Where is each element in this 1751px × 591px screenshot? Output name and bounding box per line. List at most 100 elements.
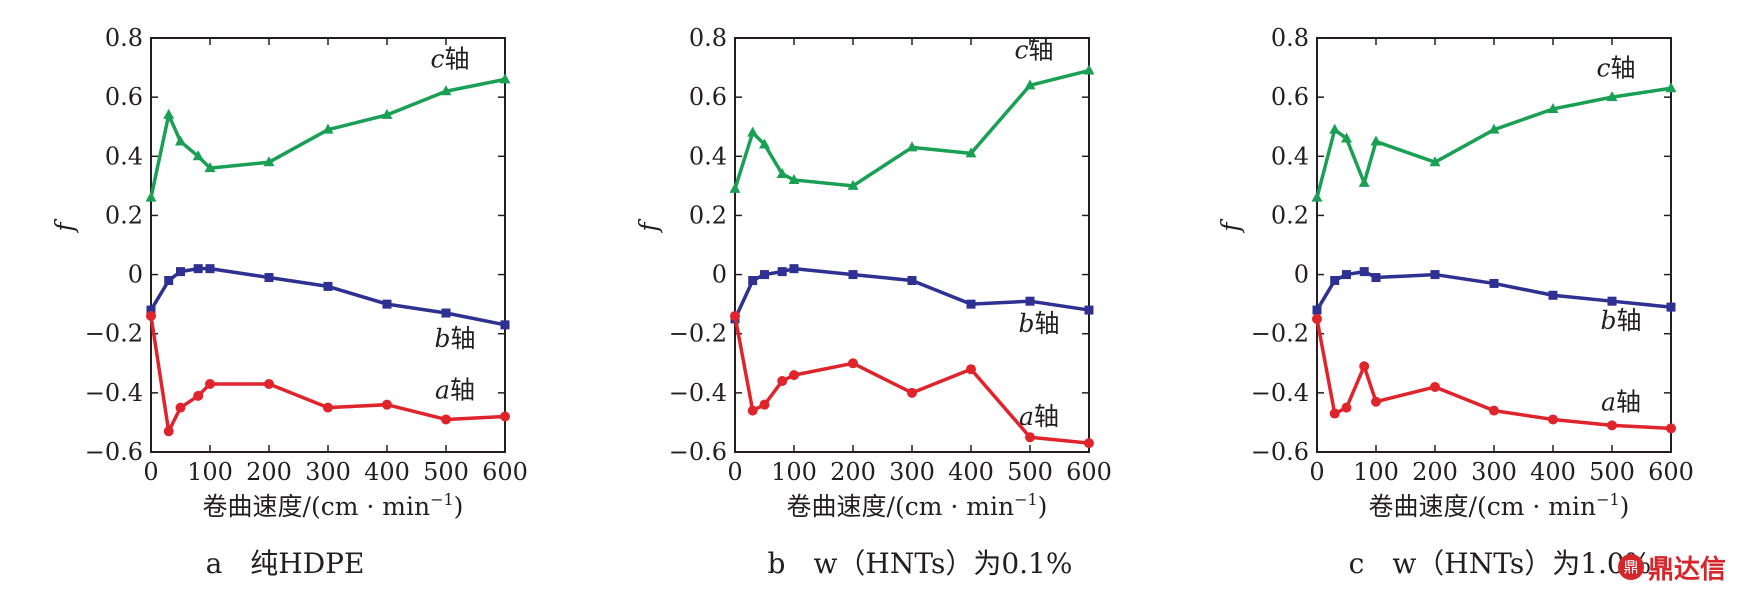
y-tick-label: 0.4	[689, 142, 727, 170]
data-point-triangle	[776, 168, 788, 179]
data-point-circle	[789, 370, 799, 381]
data-point-circle	[1025, 432, 1035, 443]
data-point-circle	[146, 310, 156, 321]
y-tick-label: 0.2	[689, 201, 727, 229]
data-point-triangle	[965, 147, 977, 158]
data-point-square	[777, 267, 787, 277]
series-line-circle	[733, 315, 1090, 445]
data-point-square	[1084, 305, 1094, 315]
y-tick-label: −0.6	[1251, 438, 1309, 466]
dingdaxin-logo-icon: 鼎	[1618, 554, 1644, 580]
data-point-square	[966, 299, 976, 309]
watermark-text: 鼎达信	[1648, 554, 1727, 585]
data-point-triangle	[440, 85, 452, 96]
x-tick-label: 600	[1648, 458, 1694, 486]
data-point-circle	[907, 387, 917, 398]
data-point-triangle	[381, 108, 393, 119]
x-tick-label: 300	[305, 458, 351, 486]
series-label: b轴	[1600, 306, 1641, 335]
data-point-triangle	[759, 138, 770, 149]
data-point-circle	[1312, 313, 1322, 324]
y-tick-label: 0.8	[689, 24, 727, 52]
series-label: a轴	[435, 376, 475, 405]
data-point-triangle	[263, 156, 275, 167]
data-point-circle	[747, 405, 758, 416]
x-tick-label: 400	[1530, 458, 1576, 486]
y-tick-label: −0.2	[669, 320, 727, 348]
data-point-square	[1342, 270, 1351, 280]
data-point-circle	[323, 402, 333, 413]
y-tick-label: 0	[1294, 261, 1309, 289]
data-point-square	[907, 275, 917, 285]
series-line-circle	[1315, 318, 1672, 431]
data-point-triangle	[906, 141, 918, 152]
x-tick-label: 500	[423, 458, 469, 486]
data-point-circle	[1341, 402, 1352, 413]
x-tick-label: 0	[1309, 458, 1324, 486]
x-tick-label: 400	[948, 458, 994, 486]
data-point-triangle	[1329, 123, 1341, 134]
data-point-square	[760, 270, 769, 280]
x-axis-label: 卷曲速度/(cm · min−1)	[203, 490, 464, 521]
data-point-circle	[1607, 420, 1617, 431]
data-point-triangle	[1429, 156, 1441, 167]
data-point-square	[789, 264, 799, 274]
data-point-square	[382, 299, 392, 309]
series-label: b轴	[1018, 309, 1059, 338]
y-axis-label: f	[50, 219, 79, 234]
data-point-square	[1330, 275, 1340, 285]
data-point-square	[1312, 305, 1322, 315]
chart-panel-a: 0 100 200 300 400 500 600 −0.6 −0.4 −0.2 0 0.2 0.4 0.…	[50, 24, 528, 580]
y-tick-label: 0.4	[105, 142, 143, 170]
data-point-circle	[1329, 408, 1340, 419]
y-tick-label: 0.6	[689, 83, 727, 111]
data-point-square	[1489, 278, 1499, 288]
y-tick-label: 0.8	[1271, 24, 1309, 52]
data-point-triangle	[729, 182, 741, 193]
data-point-circle	[205, 378, 215, 389]
series-label: c轴	[430, 44, 469, 73]
data-point-square	[500, 320, 510, 330]
data-point-square	[193, 264, 203, 274]
y-axis-label: f	[634, 219, 663, 234]
data-point-circle	[777, 376, 788, 387]
data-point-square	[1548, 290, 1558, 300]
series-label: c轴	[1014, 36, 1053, 65]
chart-panel-b: 0 100 200 300 400 500 600 −0.6 −0.4 −0.2 0 0.2 0.4 0.…	[634, 24, 1112, 580]
data-point-triangle	[192, 150, 204, 161]
x-tick-label: 100	[1353, 458, 1399, 486]
data-point-square	[748, 275, 758, 285]
data-point-circle	[382, 399, 392, 410]
data-point-circle	[1548, 414, 1558, 425]
data-point-square	[1430, 270, 1440, 280]
data-point-triangle	[788, 173, 800, 184]
x-tick-label: 200	[1412, 458, 1458, 486]
y-tick-label: 0	[712, 261, 727, 289]
data-point-circle	[1084, 438, 1094, 449]
data-point-triangle	[1665, 82, 1677, 93]
y-tick-label: 0.4	[1271, 142, 1309, 170]
data-point-square	[205, 264, 215, 274]
data-point-square	[1607, 296, 1617, 306]
x-tick-label: 200	[246, 458, 292, 486]
panel-caption: b w（HNTs）为0.1%	[768, 547, 1073, 580]
data-point-square	[176, 267, 185, 277]
data-point-circle	[441, 414, 451, 425]
data-point-square	[1359, 267, 1369, 277]
data-point-triangle	[322, 123, 334, 134]
series-line-triangle	[149, 77, 506, 199]
y-tick-label: 0.2	[1271, 201, 1309, 229]
data-point-circle	[1359, 361, 1370, 372]
data-point-circle	[1489, 405, 1499, 416]
x-axis-label: 卷曲速度/(cm · min−1)	[787, 490, 1048, 521]
x-tick-label: 0	[143, 458, 158, 486]
watermark: 鼎 鼎达信	[1618, 550, 1727, 585]
data-point-circle	[1371, 396, 1381, 407]
y-axis-label: f	[1216, 219, 1245, 234]
data-point-circle	[175, 402, 186, 413]
data-point-square	[323, 281, 333, 291]
data-point-square	[848, 270, 858, 280]
data-point-square	[1371, 273, 1381, 283]
series-label: a轴	[1019, 402, 1059, 431]
x-tick-label: 0	[727, 458, 742, 486]
